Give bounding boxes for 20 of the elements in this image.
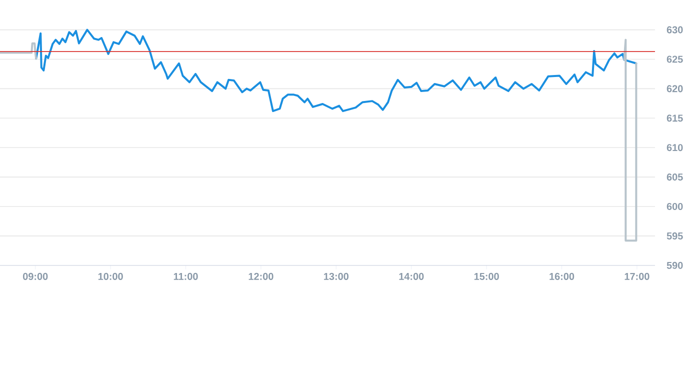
y-tick-label: 615 bbox=[666, 114, 683, 122]
y-tick-label: 630 bbox=[666, 26, 683, 34]
y-tick-label: 625 bbox=[666, 56, 683, 63]
y-tick-label: 610 bbox=[666, 144, 683, 152]
line-series bbox=[35, 28, 638, 112]
x-tick-label: 13:00 bbox=[324, 272, 348, 280]
y-tick-label: 600 bbox=[666, 202, 683, 210]
y-tick-label: 620 bbox=[666, 85, 683, 92]
x-tick-label: 10:00 bbox=[98, 272, 123, 280]
x-tick-label: 15:00 bbox=[474, 272, 499, 280]
x-tick-label: 12:00 bbox=[248, 272, 274, 280]
x-tick-label: 09:00 bbox=[22, 272, 48, 280]
x-tick-label: 17:00 bbox=[624, 272, 650, 280]
y-tick-label: 595 bbox=[666, 232, 683, 240]
x-tick-label: 11:00 bbox=[174, 272, 198, 280]
line-series bbox=[623, 38, 638, 242]
x-tick-label: 14:00 bbox=[399, 272, 424, 280]
y-tick-label: 590 bbox=[666, 262, 683, 269]
x-tick-label: 16:00 bbox=[550, 272, 574, 280]
y-tick-label: 605 bbox=[666, 174, 683, 181]
